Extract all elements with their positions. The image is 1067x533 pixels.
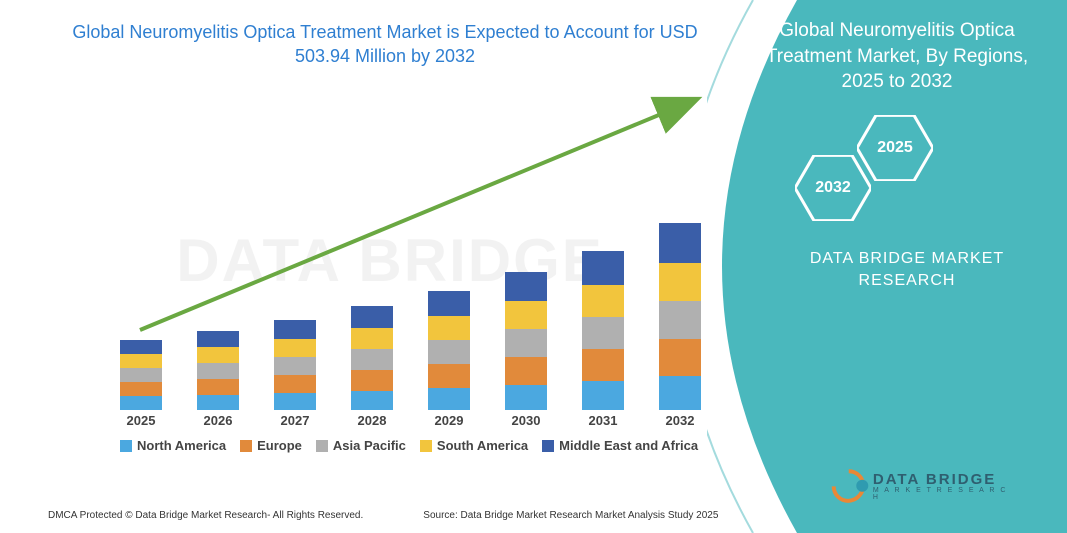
- bar-group: [505, 272, 547, 410]
- bar-segment: [428, 316, 470, 340]
- bar-segment: [505, 385, 547, 410]
- bar-segment: [351, 306, 393, 328]
- bar-segment: [428, 340, 470, 364]
- legend-label: North America: [137, 438, 226, 453]
- legend-label: South America: [437, 438, 528, 453]
- chart-area: [120, 100, 730, 410]
- bar-segment: [659, 376, 701, 410]
- bar-group: [582, 251, 624, 410]
- bar-segment: [659, 301, 701, 339]
- bar-segment: [351, 328, 393, 349]
- bar-segment: [274, 393, 316, 410]
- legend-swatch-icon: [542, 440, 554, 452]
- bar-segment: [120, 354, 162, 368]
- hex-2032: 2032: [795, 155, 871, 221]
- logo-line2: M A R K E T R E S E A R C H: [873, 487, 1012, 501]
- bar-segment: [197, 331, 239, 347]
- bar-segment: [197, 379, 239, 395]
- bar-segment: [274, 375, 316, 393]
- bars-container: [120, 100, 730, 410]
- bar-segment: [582, 317, 624, 349]
- x-axis-label: 2029: [419, 413, 479, 428]
- chart-title: Global Neuromyelitis Optica Treatment Ma…: [0, 0, 770, 79]
- bar-segment: [428, 364, 470, 388]
- x-axis-labels: 20252026202720282029203020312032: [120, 413, 730, 433]
- bar-segment: [505, 329, 547, 357]
- x-axis-label: 2026: [188, 413, 248, 428]
- hexes-group: 2025 2032: [787, 115, 967, 235]
- footer-copyright: DMCA Protected © Data Bridge Market Rese…: [48, 510, 363, 521]
- right-brand-line2: RESEARCH: [859, 272, 956, 289]
- legend-label: Middle East and Africa: [559, 438, 698, 453]
- bar-segment: [274, 339, 316, 357]
- x-axis-label: 2025: [111, 413, 171, 428]
- bar-segment: [659, 339, 701, 376]
- bar-segment: [659, 223, 701, 263]
- bar-segment: [120, 368, 162, 382]
- legend-item: Asia Pacific: [316, 438, 406, 453]
- x-axis-label: 2031: [573, 413, 633, 428]
- legend-swatch-icon: [120, 440, 132, 452]
- logo-mark-icon: [825, 462, 872, 509]
- legend: North America Europe Asia Pacific South Ame…: [120, 438, 740, 453]
- bar-segment: [197, 395, 239, 410]
- bar-segment: [274, 357, 316, 375]
- bar-segment: [274, 320, 316, 339]
- bar-group: [197, 331, 239, 410]
- hex-2032-label: 2032: [815, 179, 851, 197]
- legend-swatch-icon: [316, 440, 328, 452]
- bar-segment: [120, 340, 162, 354]
- bar-group: [120, 340, 162, 410]
- bar-segment: [428, 388, 470, 410]
- bar-segment: [582, 349, 624, 381]
- bar-segment: [120, 382, 162, 396]
- bar-segment: [582, 285, 624, 317]
- legend-label: Europe: [257, 438, 302, 453]
- bar-segment: [351, 391, 393, 410]
- bar-segment: [582, 381, 624, 410]
- legend-swatch-icon: [240, 440, 252, 452]
- bar-segment: [197, 347, 239, 363]
- x-axis-label: 2027: [265, 413, 325, 428]
- legend-item: Middle East and Africa: [542, 438, 698, 453]
- bar-group: [428, 291, 470, 410]
- right-brand: DATA BRIDGE MARKET RESEARCH: [797, 248, 1017, 293]
- right-panel-title: Global Neuromyelitis Optica Treatment Ma…: [752, 18, 1042, 95]
- footer-source: Source: Data Bridge Market Research Mark…: [423, 510, 718, 521]
- bar-segment: [582, 251, 624, 285]
- legend-item: South America: [420, 438, 528, 453]
- logo: DATA BRIDGE M A R K E T R E S E A R C H: [832, 469, 1012, 503]
- x-axis-label: 2030: [496, 413, 556, 428]
- x-axis-label: 2032: [650, 413, 710, 428]
- bar-group: [274, 320, 316, 410]
- hex-2025-label: 2025: [877, 139, 913, 157]
- legend-label: Asia Pacific: [333, 438, 406, 453]
- bar-segment: [351, 349, 393, 370]
- left-panel: Global Neuromyelitis Optica Treatment Ma…: [0, 0, 770, 533]
- logo-text: DATA BRIDGE M A R K E T R E S E A R C H: [873, 472, 1012, 501]
- bar-segment: [505, 301, 547, 329]
- x-axis-label: 2028: [342, 413, 402, 428]
- bar-segment: [351, 370, 393, 391]
- logo-line1: DATA BRIDGE: [873, 472, 1012, 487]
- legend-swatch-icon: [420, 440, 432, 452]
- bar-segment: [659, 263, 701, 301]
- bar-segment: [120, 396, 162, 410]
- bar-group: [659, 223, 701, 410]
- footer: DMCA Protected © Data Bridge Market Rese…: [48, 510, 728, 521]
- bar-segment: [505, 272, 547, 301]
- bar-group: [351, 306, 393, 410]
- legend-item: Europe: [240, 438, 302, 453]
- bar-segment: [197, 363, 239, 379]
- bar-segment: [428, 291, 470, 316]
- right-brand-line1: DATA BRIDGE MARKET: [810, 250, 1004, 267]
- bar-segment: [505, 357, 547, 385]
- legend-item: North America: [120, 438, 226, 453]
